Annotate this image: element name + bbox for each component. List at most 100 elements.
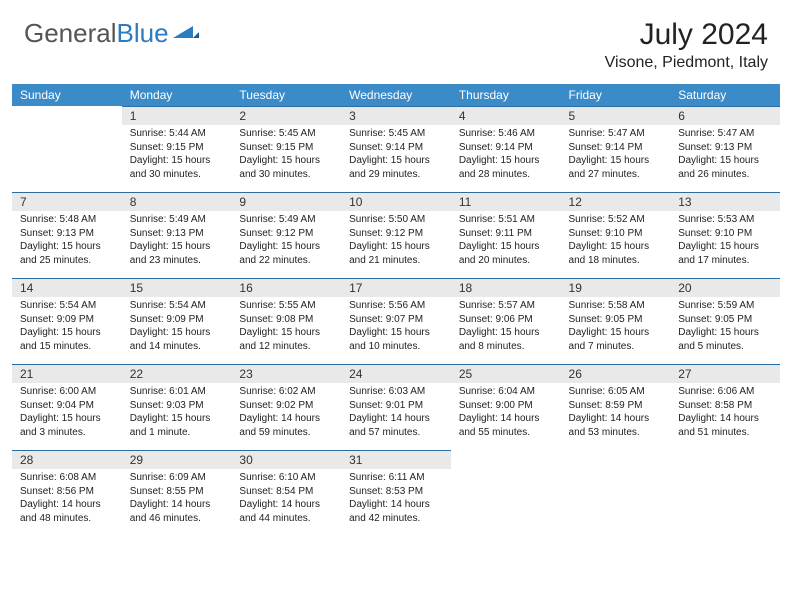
day-details: Sunrise: 6:08 AMSunset: 8:56 PMDaylight:… (12, 469, 122, 529)
calendar-day-cell: 31Sunrise: 6:11 AMSunset: 8:53 PMDayligh… (341, 450, 451, 536)
calendar-day-cell: 26Sunrise: 6:05 AMSunset: 8:59 PMDayligh… (561, 364, 671, 450)
calendar-day-cell: 23Sunrise: 6:02 AMSunset: 9:02 PMDayligh… (231, 364, 341, 450)
calendar-day-cell: 30Sunrise: 6:10 AMSunset: 8:54 PMDayligh… (231, 450, 341, 536)
day-number: 1 (122, 106, 232, 125)
day-number: 23 (231, 364, 341, 383)
calendar-week-row: 14Sunrise: 5:54 AMSunset: 9:09 PMDayligh… (12, 278, 780, 364)
day-details: Sunrise: 5:44 AMSunset: 9:15 PMDaylight:… (122, 125, 232, 185)
day-details: Sunrise: 5:47 AMSunset: 9:14 PMDaylight:… (561, 125, 671, 185)
day-details: Sunrise: 5:49 AMSunset: 9:12 PMDaylight:… (231, 211, 341, 271)
weekday-header: Tuesday (231, 84, 341, 106)
day-number: 21 (12, 364, 122, 383)
calendar-day-cell: 10Sunrise: 5:50 AMSunset: 9:12 PMDayligh… (341, 192, 451, 278)
calendar-day-cell: 5Sunrise: 5:47 AMSunset: 9:14 PMDaylight… (561, 106, 671, 192)
calendar-day-cell (561, 450, 671, 536)
day-number: 8 (122, 192, 232, 211)
weekday-header: Wednesday (341, 84, 451, 106)
day-number: 22 (122, 364, 232, 383)
day-details: Sunrise: 6:06 AMSunset: 8:58 PMDaylight:… (670, 383, 780, 443)
day-number: 2 (231, 106, 341, 125)
day-details: Sunrise: 5:56 AMSunset: 9:07 PMDaylight:… (341, 297, 451, 357)
day-details: Sunrise: 5:58 AMSunset: 9:05 PMDaylight:… (561, 297, 671, 357)
day-number: 7 (12, 192, 122, 211)
calendar-day-cell: 7Sunrise: 5:48 AMSunset: 9:13 PMDaylight… (12, 192, 122, 278)
day-details: Sunrise: 5:45 AMSunset: 9:15 PMDaylight:… (231, 125, 341, 185)
calendar-day-cell: 3Sunrise: 5:45 AMSunset: 9:14 PMDaylight… (341, 106, 451, 192)
calendar-day-cell: 27Sunrise: 6:06 AMSunset: 8:58 PMDayligh… (670, 364, 780, 450)
calendar-day-cell: 29Sunrise: 6:09 AMSunset: 8:55 PMDayligh… (122, 450, 232, 536)
day-details: Sunrise: 5:51 AMSunset: 9:11 PMDaylight:… (451, 211, 561, 271)
day-details: Sunrise: 5:45 AMSunset: 9:14 PMDaylight:… (341, 125, 451, 185)
day-number: 26 (561, 364, 671, 383)
day-number: 13 (670, 192, 780, 211)
calendar-day-cell: 11Sunrise: 5:51 AMSunset: 9:11 PMDayligh… (451, 192, 561, 278)
weekday-header: Friday (561, 84, 671, 106)
day-details: Sunrise: 6:11 AMSunset: 8:53 PMDaylight:… (341, 469, 451, 529)
day-details: Sunrise: 5:57 AMSunset: 9:06 PMDaylight:… (451, 297, 561, 357)
title-block: July 2024 Visone, Piedmont, Italy (605, 18, 768, 72)
calendar-day-cell: 4Sunrise: 5:46 AMSunset: 9:14 PMDaylight… (451, 106, 561, 192)
day-number: 4 (451, 106, 561, 125)
day-number: 15 (122, 278, 232, 297)
calendar-day-cell: 15Sunrise: 5:54 AMSunset: 9:09 PMDayligh… (122, 278, 232, 364)
day-number: 17 (341, 278, 451, 297)
day-details: Sunrise: 5:49 AMSunset: 9:13 PMDaylight:… (122, 211, 232, 271)
day-details: Sunrise: 5:53 AMSunset: 9:10 PMDaylight:… (670, 211, 780, 271)
calendar-day-cell: 9Sunrise: 5:49 AMSunset: 9:12 PMDaylight… (231, 192, 341, 278)
day-details: Sunrise: 5:52 AMSunset: 9:10 PMDaylight:… (561, 211, 671, 271)
calendar-day-cell: 18Sunrise: 5:57 AMSunset: 9:06 PMDayligh… (451, 278, 561, 364)
calendar-week-row: 7Sunrise: 5:48 AMSunset: 9:13 PMDaylight… (12, 192, 780, 278)
weekday-header-row: Sunday Monday Tuesday Wednesday Thursday… (12, 84, 780, 106)
calendar-day-cell (451, 450, 561, 536)
calendar-day-cell: 8Sunrise: 5:49 AMSunset: 9:13 PMDaylight… (122, 192, 232, 278)
day-details: Sunrise: 5:54 AMSunset: 9:09 PMDaylight:… (122, 297, 232, 357)
weekday-header: Sunday (12, 84, 122, 106)
calendar-day-cell: 16Sunrise: 5:55 AMSunset: 9:08 PMDayligh… (231, 278, 341, 364)
header: GeneralBlue July 2024 Visone, Piedmont, … (0, 0, 792, 80)
day-details: Sunrise: 6:04 AMSunset: 9:00 PMDaylight:… (451, 383, 561, 443)
calendar-table: Sunday Monday Tuesday Wednesday Thursday… (12, 84, 780, 536)
calendar-week-row: 28Sunrise: 6:08 AMSunset: 8:56 PMDayligh… (12, 450, 780, 536)
day-number: 3 (341, 106, 451, 125)
day-details: Sunrise: 6:02 AMSunset: 9:02 PMDaylight:… (231, 383, 341, 443)
day-details: Sunrise: 5:48 AMSunset: 9:13 PMDaylight:… (12, 211, 122, 271)
calendar-day-cell: 24Sunrise: 6:03 AMSunset: 9:01 PMDayligh… (341, 364, 451, 450)
day-details: Sunrise: 6:03 AMSunset: 9:01 PMDaylight:… (341, 383, 451, 443)
day-number: 29 (122, 450, 232, 469)
logo: GeneralBlue (24, 18, 199, 49)
location: Visone, Piedmont, Italy (605, 54, 768, 72)
day-number: 31 (341, 450, 451, 469)
calendar-day-cell: 13Sunrise: 5:53 AMSunset: 9:10 PMDayligh… (670, 192, 780, 278)
day-details: Sunrise: 5:47 AMSunset: 9:13 PMDaylight:… (670, 125, 780, 185)
calendar-week-row: 1Sunrise: 5:44 AMSunset: 9:15 PMDaylight… (12, 106, 780, 192)
day-number: 24 (341, 364, 451, 383)
day-details: Sunrise: 5:55 AMSunset: 9:08 PMDaylight:… (231, 297, 341, 357)
calendar-day-cell: 12Sunrise: 5:52 AMSunset: 9:10 PMDayligh… (561, 192, 671, 278)
day-details: Sunrise: 6:01 AMSunset: 9:03 PMDaylight:… (122, 383, 232, 443)
day-number: 11 (451, 192, 561, 211)
calendar-day-cell: 21Sunrise: 6:00 AMSunset: 9:04 PMDayligh… (12, 364, 122, 450)
calendar-day-cell: 28Sunrise: 6:08 AMSunset: 8:56 PMDayligh… (12, 450, 122, 536)
day-number: 25 (451, 364, 561, 383)
day-details: Sunrise: 6:09 AMSunset: 8:55 PMDaylight:… (122, 469, 232, 529)
day-details: Sunrise: 5:59 AMSunset: 9:05 PMDaylight:… (670, 297, 780, 357)
day-details: Sunrise: 5:50 AMSunset: 9:12 PMDaylight:… (341, 211, 451, 271)
day-number: 10 (341, 192, 451, 211)
calendar-day-cell: 2Sunrise: 5:45 AMSunset: 9:15 PMDaylight… (231, 106, 341, 192)
day-number: 5 (561, 106, 671, 125)
day-details: Sunrise: 5:46 AMSunset: 9:14 PMDaylight:… (451, 125, 561, 185)
logo-text-2: Blue (117, 18, 169, 49)
weekday-header: Saturday (670, 84, 780, 106)
day-number: 27 (670, 364, 780, 383)
day-number: 6 (670, 106, 780, 125)
calendar-day-cell: 19Sunrise: 5:58 AMSunset: 9:05 PMDayligh… (561, 278, 671, 364)
logo-flag-icon (173, 18, 199, 49)
calendar-day-cell: 6Sunrise: 5:47 AMSunset: 9:13 PMDaylight… (670, 106, 780, 192)
calendar-day-cell: 1Sunrise: 5:44 AMSunset: 9:15 PMDaylight… (122, 106, 232, 192)
calendar-week-row: 21Sunrise: 6:00 AMSunset: 9:04 PMDayligh… (12, 364, 780, 450)
day-number: 19 (561, 278, 671, 297)
day-details: Sunrise: 6:10 AMSunset: 8:54 PMDaylight:… (231, 469, 341, 529)
day-number: 14 (12, 278, 122, 297)
calendar-day-cell (12, 106, 122, 192)
calendar-day-cell: 22Sunrise: 6:01 AMSunset: 9:03 PMDayligh… (122, 364, 232, 450)
